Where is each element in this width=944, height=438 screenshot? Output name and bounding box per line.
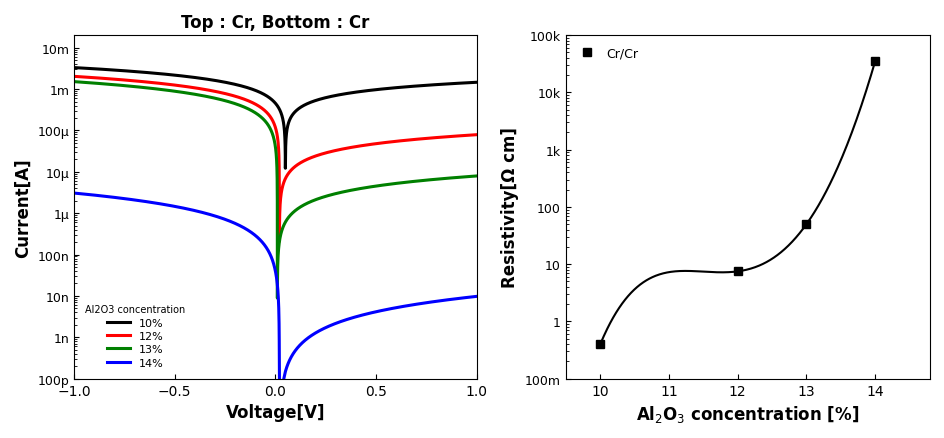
10% — [68, 66, 79, 71]
13% — [222, 99, 233, 105]
14% — [399, 304, 411, 309]
X-axis label: Al$_2$O$_3$ concentration [%]: Al$_2$O$_3$ concentration [%] — [636, 403, 860, 424]
13% — [310, 198, 321, 203]
12% — [142, 80, 153, 85]
Line: 10%: 10% — [74, 68, 477, 169]
10% — [471, 81, 482, 86]
13% — [68, 80, 79, 85]
13% — [471, 174, 482, 179]
Cr/Cr — [595, 342, 606, 347]
12% — [274, 239, 285, 244]
13% — [369, 184, 380, 190]
10% — [279, 166, 291, 171]
13% — [272, 296, 283, 301]
12% — [369, 142, 380, 147]
12% — [471, 133, 482, 138]
Cr/Cr — [732, 269, 743, 274]
14% — [330, 321, 342, 326]
14% — [369, 310, 380, 315]
10% — [399, 85, 411, 90]
Line: 14%: 14% — [74, 194, 477, 383]
10% — [369, 88, 380, 93]
Cr/Cr — [801, 222, 812, 227]
13% — [399, 180, 411, 186]
14% — [310, 331, 321, 336]
Y-axis label: Resistivity[Ω cm]: Resistivity[Ω cm] — [501, 127, 519, 288]
14% — [222, 218, 233, 223]
Line: 12%: 12% — [74, 77, 477, 242]
X-axis label: Voltage[V]: Voltage[V] — [226, 403, 325, 421]
10% — [310, 99, 321, 104]
13% — [142, 86, 153, 91]
14% — [68, 191, 79, 196]
Legend: 10%, 12%, 13%, 14%: 10%, 12%, 13%, 14% — [79, 299, 191, 373]
10% — [142, 71, 153, 76]
12% — [222, 92, 233, 98]
Line: Cr/Cr: Cr/Cr — [596, 58, 879, 349]
14% — [471, 294, 482, 299]
12% — [330, 148, 342, 154]
Y-axis label: Current[A]: Current[A] — [14, 158, 32, 257]
Legend: Cr/Cr: Cr/Cr — [572, 42, 643, 65]
Line: 13%: 13% — [74, 82, 477, 298]
Title: Top : Cr, Bottom : Cr: Top : Cr, Bottom : Cr — [181, 14, 369, 32]
14% — [274, 380, 285, 385]
Cr/Cr — [869, 60, 881, 65]
14% — [142, 200, 153, 205]
12% — [399, 138, 411, 144]
10% — [222, 81, 233, 86]
12% — [310, 154, 321, 159]
10% — [330, 94, 342, 99]
13% — [330, 191, 342, 197]
12% — [68, 74, 79, 80]
